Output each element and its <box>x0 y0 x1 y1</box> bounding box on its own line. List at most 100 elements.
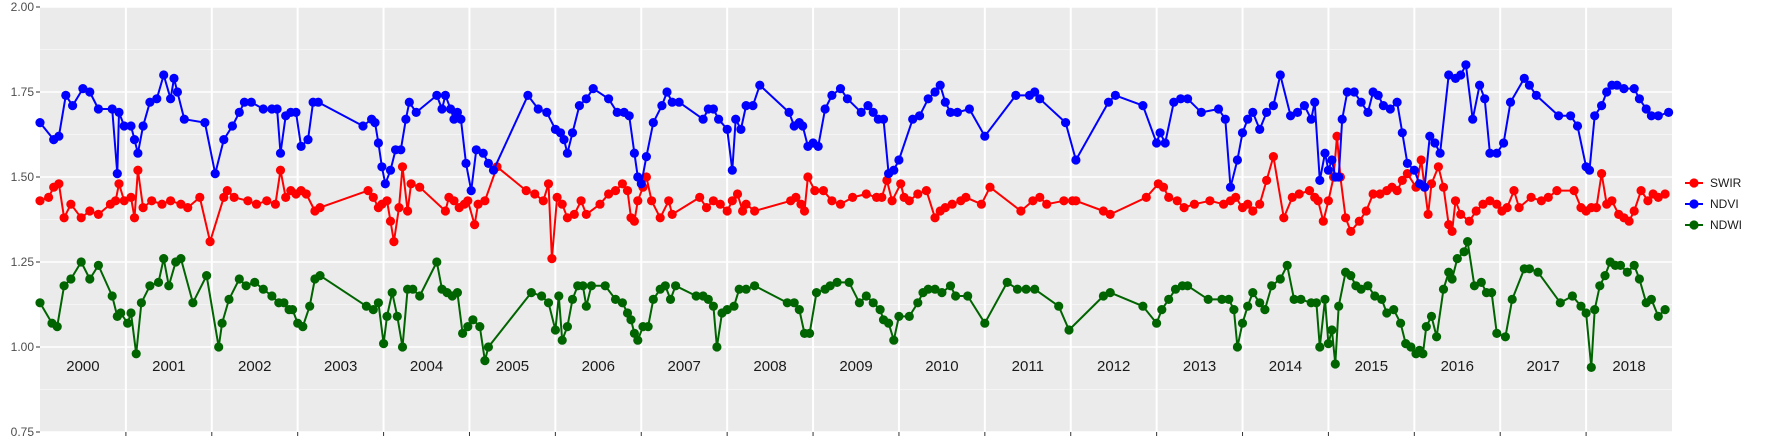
data-point <box>827 90 837 100</box>
legend-marker <box>1689 220 1699 230</box>
data-point <box>811 288 822 298</box>
data-point <box>1402 169 1412 179</box>
data-point <box>480 196 490 206</box>
data-point <box>576 196 586 206</box>
data-point <box>940 97 950 107</box>
data-point <box>262 196 272 206</box>
data-point <box>789 298 799 308</box>
data-point <box>466 186 476 196</box>
data-point <box>1468 114 1478 124</box>
data-point <box>1377 294 1387 304</box>
data-point <box>1268 152 1278 162</box>
data-point <box>664 196 674 206</box>
data-point <box>54 179 64 189</box>
data-point <box>1433 162 1443 172</box>
data-point <box>258 284 268 294</box>
data-point <box>820 104 830 114</box>
data-point <box>562 322 573 332</box>
year-label: 2012 <box>1097 358 1130 375</box>
data-point <box>547 254 557 264</box>
data-point <box>1361 206 1371 216</box>
data-point <box>1248 206 1258 216</box>
data-point <box>604 94 614 104</box>
data-point <box>1368 189 1378 199</box>
data-point <box>791 192 801 202</box>
data-point <box>794 305 804 315</box>
data-point <box>1392 97 1402 107</box>
data-point <box>1444 70 1454 80</box>
data-point <box>377 162 387 172</box>
data-point <box>246 97 256 107</box>
data-point <box>1456 209 1466 219</box>
data-point <box>722 305 732 315</box>
data-point <box>691 291 701 301</box>
data-point <box>784 107 794 117</box>
data-point <box>1475 80 1485 90</box>
data-point <box>703 294 713 304</box>
data-point <box>1164 294 1174 304</box>
data-point <box>1459 247 1469 257</box>
data-point <box>114 107 124 117</box>
data-point <box>861 189 871 199</box>
data-point <box>1105 288 1115 298</box>
data-point <box>188 298 198 308</box>
data-point <box>373 138 383 148</box>
data-point <box>980 131 990 141</box>
data-point <box>1327 325 1337 335</box>
data-point <box>1205 196 1215 206</box>
data-point <box>1349 87 1359 97</box>
data-point <box>1409 165 1419 175</box>
series-ndwi <box>35 237 1670 372</box>
data-point <box>1569 186 1579 196</box>
data-point <box>379 339 389 349</box>
data-point <box>1155 128 1165 138</box>
data-point <box>1469 281 1479 291</box>
data-point <box>1237 128 1248 138</box>
year-label: 2015 <box>1355 358 1388 375</box>
data-point <box>1289 294 1299 304</box>
data-point <box>1183 94 1193 104</box>
data-point <box>665 294 676 304</box>
data-point <box>738 206 748 216</box>
data-point <box>368 192 378 202</box>
data-point <box>1402 158 1412 168</box>
data-point <box>403 206 413 216</box>
data-point <box>111 196 121 206</box>
data-point <box>1423 209 1433 219</box>
data-point <box>868 298 878 308</box>
data-point <box>674 97 684 107</box>
data-point <box>61 90 71 100</box>
data-point <box>1098 206 1108 216</box>
data-point <box>1524 80 1534 90</box>
data-point <box>463 196 473 206</box>
data-point <box>798 121 808 131</box>
data-point <box>937 288 947 298</box>
data-point <box>559 135 569 145</box>
data-point <box>1279 213 1289 223</box>
data-point <box>734 284 744 294</box>
data-point <box>205 237 215 247</box>
data-point <box>1342 87 1352 97</box>
data-point <box>152 94 162 104</box>
data-point <box>875 305 885 315</box>
data-point <box>1330 359 1340 369</box>
data-point <box>542 107 552 117</box>
data-point <box>176 199 186 209</box>
data-point <box>799 206 810 216</box>
data-point <box>153 277 164 287</box>
data-point <box>827 196 837 206</box>
data-point <box>159 70 169 80</box>
data-point <box>1514 203 1524 213</box>
data-point <box>126 192 136 202</box>
data-point <box>1581 308 1591 318</box>
data-point <box>569 209 579 219</box>
data-point <box>169 73 179 83</box>
data-point <box>404 97 414 107</box>
data-point <box>894 311 904 321</box>
data-point <box>1426 311 1437 321</box>
data-point <box>578 281 588 291</box>
data-point <box>35 298 45 308</box>
data-point <box>275 165 286 175</box>
data-point <box>655 213 665 223</box>
